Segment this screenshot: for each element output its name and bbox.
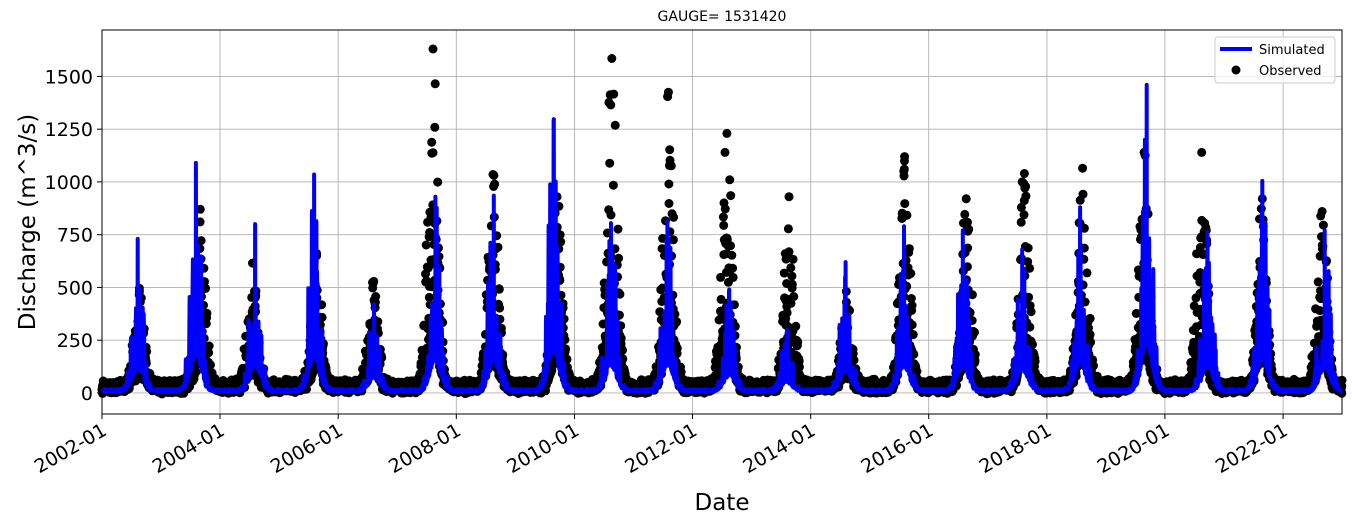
observed-point	[421, 240, 431, 250]
observed-point	[728, 272, 738, 282]
observed-point	[610, 120, 620, 130]
observed-point	[725, 175, 735, 185]
observed-point	[666, 161, 676, 171]
observed-point	[427, 137, 437, 147]
observed-point	[902, 210, 912, 220]
observed-point	[371, 292, 381, 301]
observed-point	[664, 179, 674, 189]
observed-point	[786, 263, 796, 273]
observed-point	[720, 147, 730, 157]
observed-point	[204, 341, 214, 351]
observed-point	[605, 158, 615, 168]
observed-point	[787, 271, 797, 281]
observed-point	[664, 199, 674, 208]
observed-point	[727, 250, 737, 260]
observed-point	[782, 308, 792, 318]
observed-point	[900, 199, 910, 209]
observed-point	[614, 253, 624, 263]
grid	[101, 30, 1342, 414]
observed-point	[606, 100, 616, 110]
observed-point	[719, 220, 729, 230]
observed-point	[613, 224, 623, 234]
observed-point	[430, 122, 440, 132]
observed-point	[202, 308, 212, 318]
observed-point	[608, 180, 618, 190]
observed-point	[430, 79, 440, 89]
observed-point	[787, 279, 797, 289]
observed-point	[726, 191, 736, 201]
observed-point	[788, 254, 798, 264]
observed-point	[495, 303, 505, 313]
observed-point	[726, 241, 735, 251]
observed-point	[669, 212, 679, 222]
observed-points	[97, 44, 1347, 399]
observed-point	[783, 224, 793, 234]
observed-point	[791, 321, 801, 331]
observed-point	[728, 263, 738, 273]
observed-point	[428, 148, 438, 158]
observed-point	[720, 204, 730, 214]
observed-point	[665, 145, 675, 155]
observed-point	[718, 212, 728, 222]
observed-point	[606, 210, 616, 220]
observed-point	[793, 337, 803, 347]
observed-point	[433, 177, 443, 187]
observed-point	[899, 164, 909, 174]
observed-point	[789, 292, 799, 302]
observed-point	[494, 284, 504, 294]
observed-point	[609, 89, 619, 99]
observed-point	[490, 179, 500, 189]
